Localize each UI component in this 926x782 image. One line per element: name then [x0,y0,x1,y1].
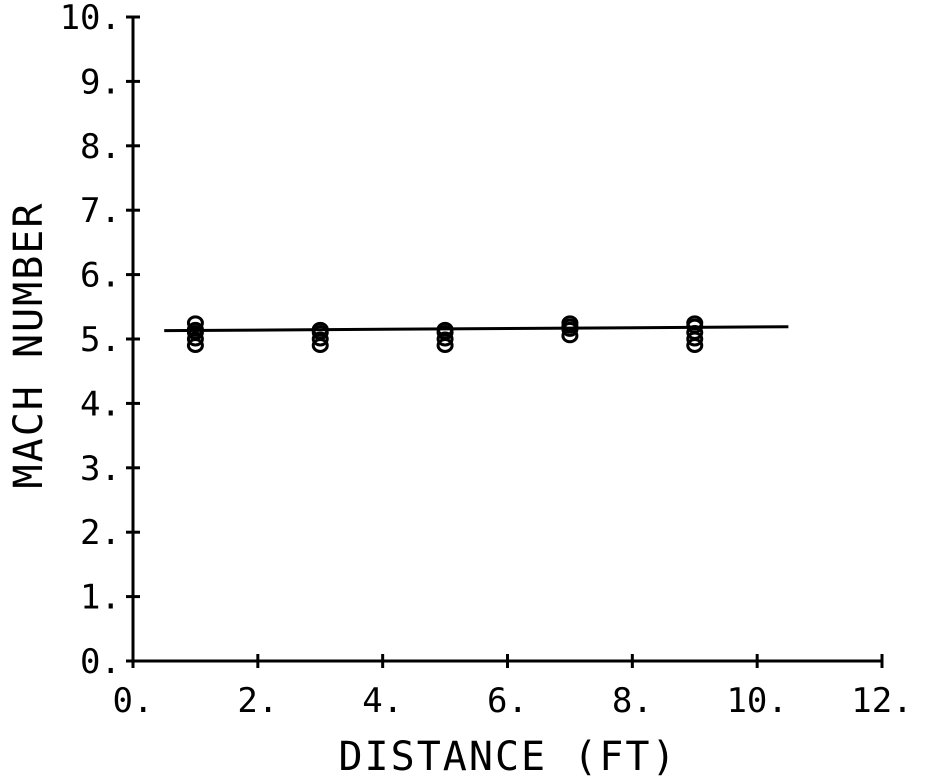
data-point [186,315,204,331]
x-tick-label: 10. [726,681,787,721]
y-axis-label: MACH NUMBER [6,202,52,489]
y-tick-label: 5. [80,320,121,360]
y-tick-label: 7. [80,191,121,231]
data-markers [186,315,704,353]
x-tick-label: 6. [487,681,528,721]
x-tick-label: 2. [237,681,278,721]
data-point [186,331,204,347]
x-tick-label: 4. [362,681,403,721]
data-point [436,331,454,347]
data-point [686,315,704,331]
data-point [311,331,329,347]
y-tick-label: 10. [60,0,121,38]
y-tick-label: 4. [80,384,121,424]
fit-line-group [164,325,789,333]
y-tick-label: 1. [80,578,121,618]
x-axis-ticks: 0. 2. 4. 6. 8. 10. 12. [113,654,913,721]
y-tick-label: 2. [80,513,121,553]
x-axis-label: DISTANCE (FT) [338,734,677,780]
y-tick-label: 6. [80,256,121,296]
fit-line [164,325,789,333]
axes [131,17,882,663]
y-tick-label: 0. [80,642,121,682]
x-tick-label: 0. [113,681,154,721]
x-tick-label: 8. [612,681,653,721]
y-tick-label: 9. [80,62,121,102]
x-tick-label: 12. [851,681,912,721]
y-tick-label: 8. [80,127,121,167]
y-tick-label: 3. [80,449,121,489]
y-axis-ticks: 0. 1. 2. 3. 4. 5. 6. 7. 8. 9. 10. [60,0,140,682]
